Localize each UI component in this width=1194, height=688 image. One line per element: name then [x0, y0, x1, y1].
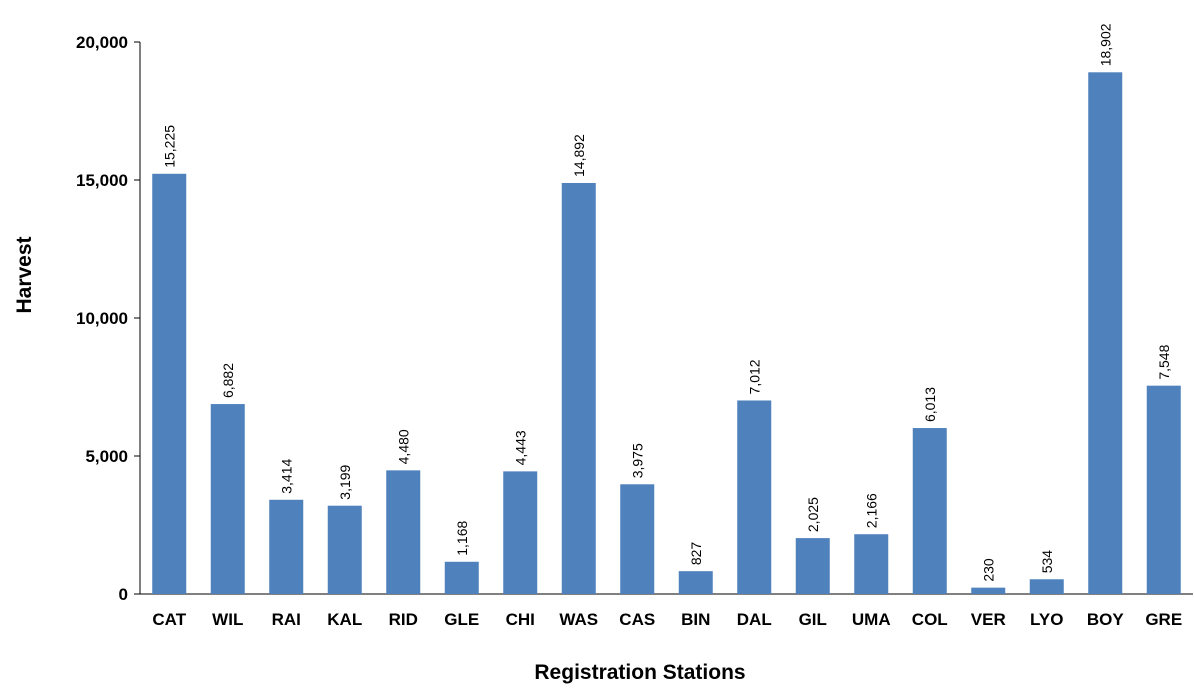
bar-lyo	[1029, 579, 1064, 594]
bar-kal	[327, 505, 362, 594]
y-tick-label: 20,000	[76, 33, 128, 52]
bar-was	[561, 182, 596, 594]
bar-gil	[795, 538, 830, 594]
bar-bin	[678, 571, 713, 594]
y-axis: 0 5,000 10,000 15,000 20,000	[76, 33, 141, 604]
data-label: 3,975	[629, 443, 645, 478]
x-tick-label: CAS	[619, 610, 655, 629]
data-label: 18,902	[1097, 23, 1113, 66]
x-tick-label: CAT	[152, 610, 186, 629]
data-label: 7,548	[1156, 344, 1172, 379]
x-tick-label: BOY	[1087, 610, 1125, 629]
bar-gle	[444, 561, 479, 594]
bars	[152, 72, 1181, 595]
y-tick-label: 0	[119, 585, 128, 604]
x-tick-label: GRE	[1145, 610, 1182, 629]
data-label: 4,480	[395, 429, 411, 464]
data-label: 2,025	[805, 497, 821, 532]
x-axis: CAT WIL RAI KAL RID GLE CHI WAS CAS BIN DAL GIL UMA C…	[140, 593, 1193, 629]
y-tick-label: 15,000	[76, 171, 128, 190]
bar-dal	[737, 400, 772, 594]
x-tick-label: DAL	[737, 610, 772, 629]
bar-col	[912, 428, 947, 594]
y-tick-label: 5,000	[85, 447, 128, 466]
data-label: 6,013	[922, 387, 938, 422]
data-label: 15,225	[161, 125, 177, 168]
x-tick-label: VER	[971, 610, 1006, 629]
bar-gre	[1146, 385, 1181, 594]
data-label: 534	[1039, 550, 1055, 574]
bar-uma	[854, 534, 889, 594]
x-tick-label: RID	[389, 610, 418, 629]
y-tick-label: 10,000	[76, 309, 128, 328]
bar-ver	[971, 587, 1006, 594]
data-label: 14,892	[571, 134, 587, 177]
x-tick-label: BIN	[681, 610, 710, 629]
y-axis-title: Harvest	[13, 236, 36, 313]
data-label: 6,882	[220, 363, 236, 398]
data-label: 827	[688, 542, 704, 566]
bar-boy	[1088, 72, 1123, 594]
x-axis-title: Registration Stations	[534, 661, 745, 684]
x-tick-label: CHI	[506, 610, 535, 629]
data-labels: 15,225 6,882 3,414 3,199 4,480 1,168 4,443 14,8…	[161, 23, 1172, 581]
x-tick-label: RAI	[272, 610, 301, 629]
data-label: 3,414	[278, 459, 294, 494]
bar-chi	[503, 471, 538, 594]
x-tick-label: GIL	[799, 610, 827, 629]
bar-rai	[269, 499, 304, 594]
bar-rid	[386, 470, 421, 594]
bar-wil	[210, 404, 245, 594]
x-tick-label: WIL	[212, 610, 243, 629]
x-tick-label: UMA	[852, 610, 891, 629]
bar-cat	[152, 173, 187, 595]
x-tick-label: COL	[912, 610, 948, 629]
x-tick-label: WAS	[559, 610, 598, 629]
bar-cas	[620, 484, 655, 594]
x-tick-label: GLE	[444, 610, 479, 629]
data-label: 230	[980, 558, 996, 582]
data-label: 4,443	[512, 430, 528, 465]
x-tick-label: KAL	[327, 610, 362, 629]
data-label: 3,199	[337, 464, 353, 499]
x-tick-label: LYO	[1030, 610, 1063, 629]
data-label: 1,168	[454, 521, 470, 556]
data-label: 7,012	[746, 359, 762, 394]
data-label: 2,166	[863, 493, 879, 528]
